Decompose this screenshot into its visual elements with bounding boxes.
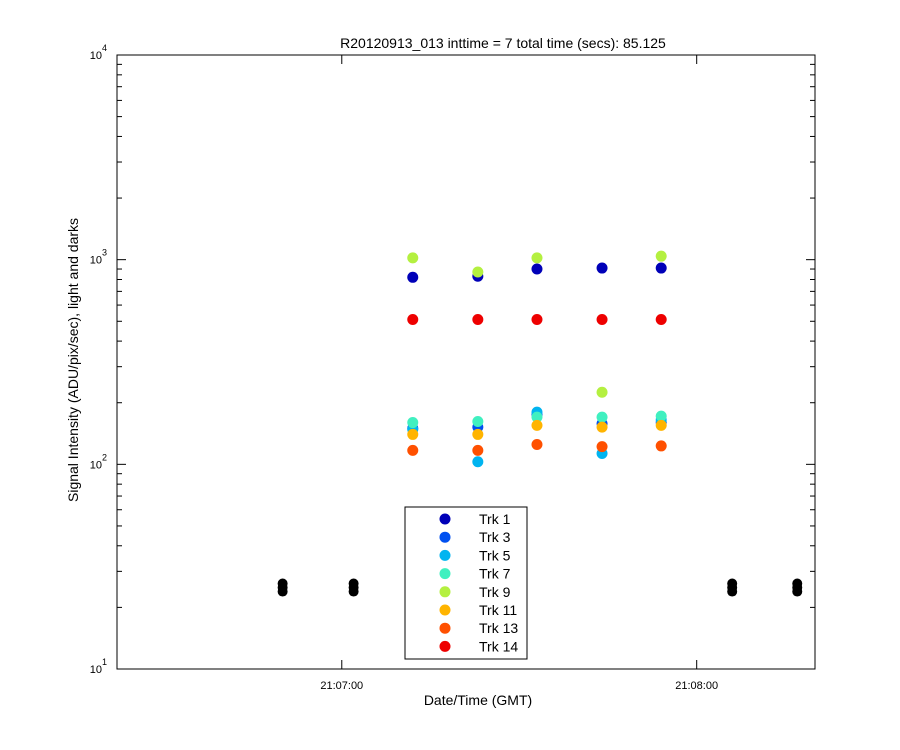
legend-box (404, 506, 528, 660)
legend-marker (439, 549, 451, 561)
legend-marker (439, 640, 451, 652)
legend-label: Trk 3 (479, 529, 511, 545)
y-tick-label: 101 (90, 657, 107, 676)
data-point (531, 252, 543, 264)
x-tick-label: 21:07:00 (320, 680, 363, 692)
y-tick-base: 10 (90, 459, 102, 471)
data-point (531, 438, 543, 450)
data-point (407, 444, 419, 456)
data-point (531, 263, 543, 275)
y-tick-label: 103 (90, 248, 107, 267)
data-point (655, 250, 667, 262)
data-point (472, 314, 484, 326)
dark-point (348, 586, 359, 597)
dark-point (727, 586, 738, 597)
y-tick-exponent: 2 (102, 452, 107, 462)
legend-marker (439, 586, 451, 598)
legend-label: Trk 13 (479, 620, 518, 636)
x-tick-label: 21:08:00 (675, 680, 718, 692)
data-point (531, 411, 543, 423)
data-point (655, 314, 667, 326)
legend-marker (439, 604, 451, 616)
data-point (472, 428, 484, 440)
data-point (596, 411, 608, 423)
legend-marker (439, 531, 451, 543)
data-point (596, 386, 608, 398)
data-point (596, 421, 608, 433)
legend-label: Trk 7 (479, 566, 511, 582)
data-point (531, 314, 543, 326)
data-point (655, 410, 667, 422)
data-point (407, 428, 419, 440)
dark-frame-points (277, 578, 803, 597)
data-point (472, 415, 484, 427)
y-tick-exponent: 4 (102, 43, 107, 53)
y-tick-base: 10 (90, 255, 102, 267)
data-point (596, 314, 608, 326)
data-point (407, 417, 419, 429)
x-axis-label: Date/Time (GMT) (424, 692, 532, 708)
data-point (407, 271, 419, 283)
legend-label: Trk 14 (479, 638, 518, 654)
data-points (407, 250, 667, 468)
dark-point (277, 586, 288, 597)
dark-point (792, 586, 803, 597)
data-point (472, 456, 484, 468)
y-tick-label: 102 (90, 452, 107, 471)
data-point (472, 444, 484, 456)
data-point (407, 314, 419, 326)
legend-label: Trk 5 (479, 547, 511, 563)
legend-label: Trk 1 (479, 511, 511, 527)
data-point (407, 252, 419, 264)
y-tick-label: 104 (90, 43, 107, 62)
legend-marker (439, 513, 451, 525)
y-axis-label: Signal Intensity (ADU/pix/sec), light an… (65, 218, 81, 502)
data-point (596, 262, 608, 274)
y-tick-exponent: 1 (102, 657, 107, 667)
data-point (472, 266, 484, 278)
legend-label: Trk 11 (479, 602, 517, 618)
y-tick-base: 10 (90, 664, 102, 676)
data-point (655, 262, 667, 274)
chart-title: R20120913_013 inttime = 7 total time (se… (340, 35, 666, 51)
legend-marker (439, 622, 451, 634)
y-tick-exponent: 3 (102, 248, 107, 258)
legend-label: Trk 9 (479, 584, 511, 600)
x-axis-ticks: 21:07:00 21:08:00 (320, 55, 718, 692)
y-tick-base: 10 (90, 50, 102, 62)
data-point (531, 419, 543, 431)
data-point (655, 440, 667, 452)
data-point (655, 419, 667, 431)
legend-marker (439, 568, 451, 580)
legend: Trk 1 Trk 3 Trk 5 Trk 7 Trk 9 Trk 11 Trk 13 Trk… (404, 506, 528, 660)
data-point (596, 441, 608, 453)
